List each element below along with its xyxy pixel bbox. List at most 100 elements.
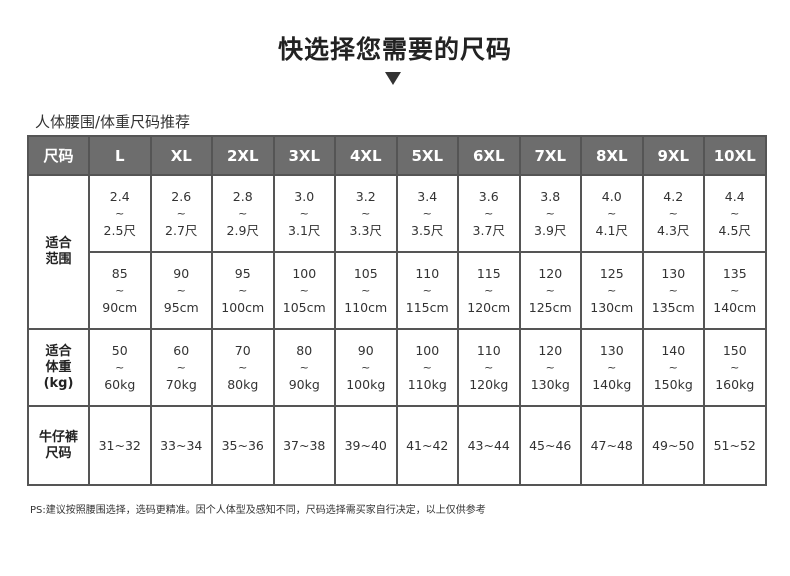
range-from: 3.2 [355,189,376,204]
weight-cell: 100 ~110kg [395,328,459,407]
range-to: 3.5尺 [411,223,444,238]
weight-cell: 50 ~60kg [88,328,152,407]
range-row-label: 适合 范围 [27,174,90,330]
range-to: 125cm [528,300,572,315]
jeans-label-line: 牛仔裤 [38,429,78,445]
weight-cell: 70 ~80kg [211,328,275,407]
range-to: 140cm [713,300,757,315]
range-chi-cell: 3.8 ~3.9尺 [518,174,582,253]
size-header: XL [149,135,213,176]
weight-to: 100kg [346,377,386,392]
weight-cell: 130 ~140kg [580,328,644,407]
range-from: 95 [234,266,251,281]
weight-from: 90 [357,343,374,358]
range-from: 105 [353,266,378,281]
tilde: ~ [730,361,740,374]
range-cm-row: 85 ~90cm 90 ~95cm 95 ~100cm 100 ~105cm 105 ~1… [28,251,767,330]
range-from: 130 [661,266,686,281]
range-cm-cell: 95 ~100cm [211,251,275,330]
range-from: 135 [722,266,747,281]
weight-label-line: 体重 [45,359,72,375]
tilde: ~ [422,361,432,374]
tilde: ~ [422,284,432,297]
weight-from: 70 [234,343,251,358]
weight-cell: 150 ~160kg [703,328,767,407]
range-from: 2.6 [171,189,192,204]
weight-to: 80kg [227,377,259,392]
size-header: 10XL [703,135,767,176]
range-to: 3.9尺 [534,223,567,238]
range-from: 100 [292,266,317,281]
weight-to: 60kg [104,377,136,392]
tilde: ~ [422,207,432,220]
size-chart-table: 尺码 L XL 2XL 3XL 4XL 5XL 6XL 7XL 8XL 9XL … [27,135,767,486]
range-label-line: 范围 [45,252,72,267]
tilde: ~ [484,361,494,374]
tilde: ~ [361,284,371,297]
weight-cell: 140 ~150kg [641,328,705,407]
footnote: PS:建议按照腰围选择，选码更精准。因个人体型及感知不同，尺码选择需买家自行决定… [30,505,486,516]
range-cm-cell: 90 ~95cm [149,251,213,330]
tilde: ~ [238,284,248,297]
jeans-size-cell: 41~42 [395,405,459,486]
jeans-size-cell: 37~38 [272,405,336,486]
jeans-size-cell: 43~44 [457,405,521,486]
range-cm-cell: 115 ~120cm [457,251,521,330]
tilde: ~ [545,207,555,220]
jeans-size-cell: 51~52 [703,405,767,486]
jeans-size-cell: 35~36 [211,405,275,486]
range-to: 105cm [282,300,326,315]
jeans-size-cell: 45~46 [518,405,582,486]
range-cm-cell: 85 ~90cm [88,251,152,330]
range-to: 4.5尺 [718,223,751,238]
size-header: 9XL [641,135,705,176]
table-subtitle: 人体腰围/体重尺码推荐 [35,113,191,131]
page-title: 快选择您需要的尺码 [277,35,512,64]
weight-from: 150 [722,343,747,358]
tilde: ~ [545,284,555,297]
size-header: 4XL [334,135,398,176]
range-to: 3.7尺 [472,223,505,238]
jeans-row-label: 牛仔裤 尺码 [27,405,90,486]
size-header: 3XL [272,135,336,176]
range-from: 120 [538,266,563,281]
range-from: 125 [599,266,624,281]
range-chi-cell: 4.0 ~4.1尺 [580,174,644,253]
range-cm-cell: 135 ~140cm [703,251,767,330]
range-from: 3.4 [417,189,438,204]
header-label: 尺码 [27,135,90,176]
weight-to: 110kg [407,377,447,392]
weight-label-line: (kg) [43,375,74,391]
range-to: 4.1尺 [595,223,628,238]
tilde: ~ [607,361,617,374]
range-to: 2.9尺 [226,223,259,238]
tilde: ~ [361,361,371,374]
weight-cell: 110 ~120kg [457,328,521,407]
header-row: 尺码 L XL 2XL 3XL 4XL 5XL 6XL 7XL 8XL 9XL … [27,135,767,176]
tilde: ~ [730,284,740,297]
range-from: 2.8 [232,189,253,204]
tilde: ~ [238,207,248,220]
weight-row: 适合 体重 (kg) 50 ~60kg 60 ~70kg 70 ~80kg 80 ~90… [27,328,767,407]
weight-to: 90kg [288,377,320,392]
range-from: 115 [476,266,501,281]
range-chi-cell: 3.4 ~3.5尺 [395,174,459,253]
tilde: ~ [484,284,494,297]
range-cm-cell: 125 ~130cm [580,251,644,330]
jeans-row: 牛仔裤 尺码 31~32 33~34 35~36 37~38 39~40 41~… [27,405,767,486]
weight-to: 70kg [165,377,197,392]
range-to: 95cm [163,300,199,315]
jeans-size-cell: 31~32 [88,405,152,486]
range-from: 2.4 [109,189,130,204]
range-cm-cell: 100 ~105cm [272,251,336,330]
weight-from: 110 [476,343,501,358]
range-cm-cell: 120 ~125cm [518,251,582,330]
range-to: 3.3尺 [349,223,382,238]
jeans-size-cell: 47~48 [580,405,644,486]
jeans-size-cell: 39~40 [334,405,398,486]
weight-cell: 120 ~130kg [518,328,582,407]
weight-row-label: 适合 体重 (kg) [27,328,90,407]
range-chi-cell: 2.6 ~2.7尺 [149,174,213,253]
range-from: 110 [415,266,440,281]
tilde: ~ [730,207,740,220]
